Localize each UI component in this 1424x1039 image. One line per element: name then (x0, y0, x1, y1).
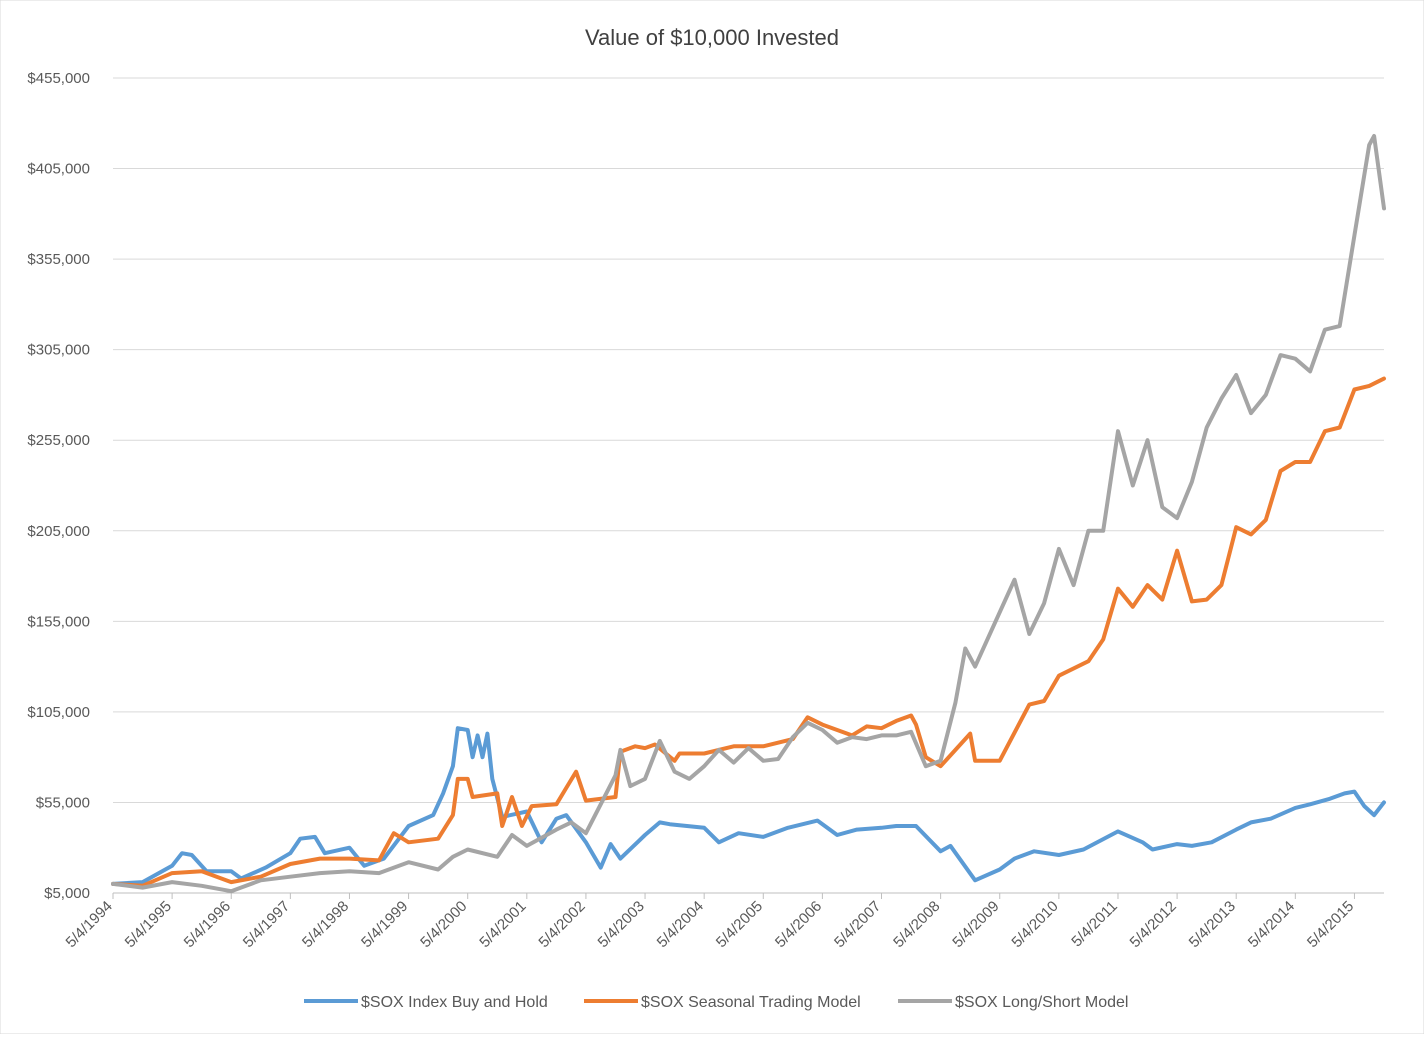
y-tick-label: $255,000 (27, 432, 90, 449)
y-tick-label: $455,000 (27, 70, 90, 87)
y-tick-label: $105,000 (27, 704, 90, 721)
gridlines (113, 77, 1384, 803)
series-line (111, 134, 1386, 894)
plot-area (111, 134, 1386, 894)
series-line (111, 726, 1386, 886)
y-tick-label: $155,000 (27, 613, 90, 630)
legend: $SOX Index Buy and Hold $SOX Seasonal Tra… (304, 994, 1128, 1011)
y-tick-label: $305,000 (27, 342, 90, 359)
y-tick-label: $355,000 (27, 251, 90, 268)
y-tick-label: $205,000 (27, 523, 90, 540)
y-axis: $5,000 $55,000 $105,000 $155,000 $205,000 $25… (27, 70, 90, 902)
legend-label: $SOX Long/Short Model (955, 994, 1128, 1011)
y-tick-label: $405,000 (27, 161, 90, 178)
y-tick-label: $5,000 (44, 885, 90, 902)
y-tick-label: $55,000 (36, 794, 90, 811)
legend-label: $SOX Index Buy and Hold (361, 994, 548, 1011)
chart-title: Value of $10,000 Invested (585, 25, 839, 50)
legend-label: $SOX Seasonal Trading Model (641, 994, 861, 1011)
